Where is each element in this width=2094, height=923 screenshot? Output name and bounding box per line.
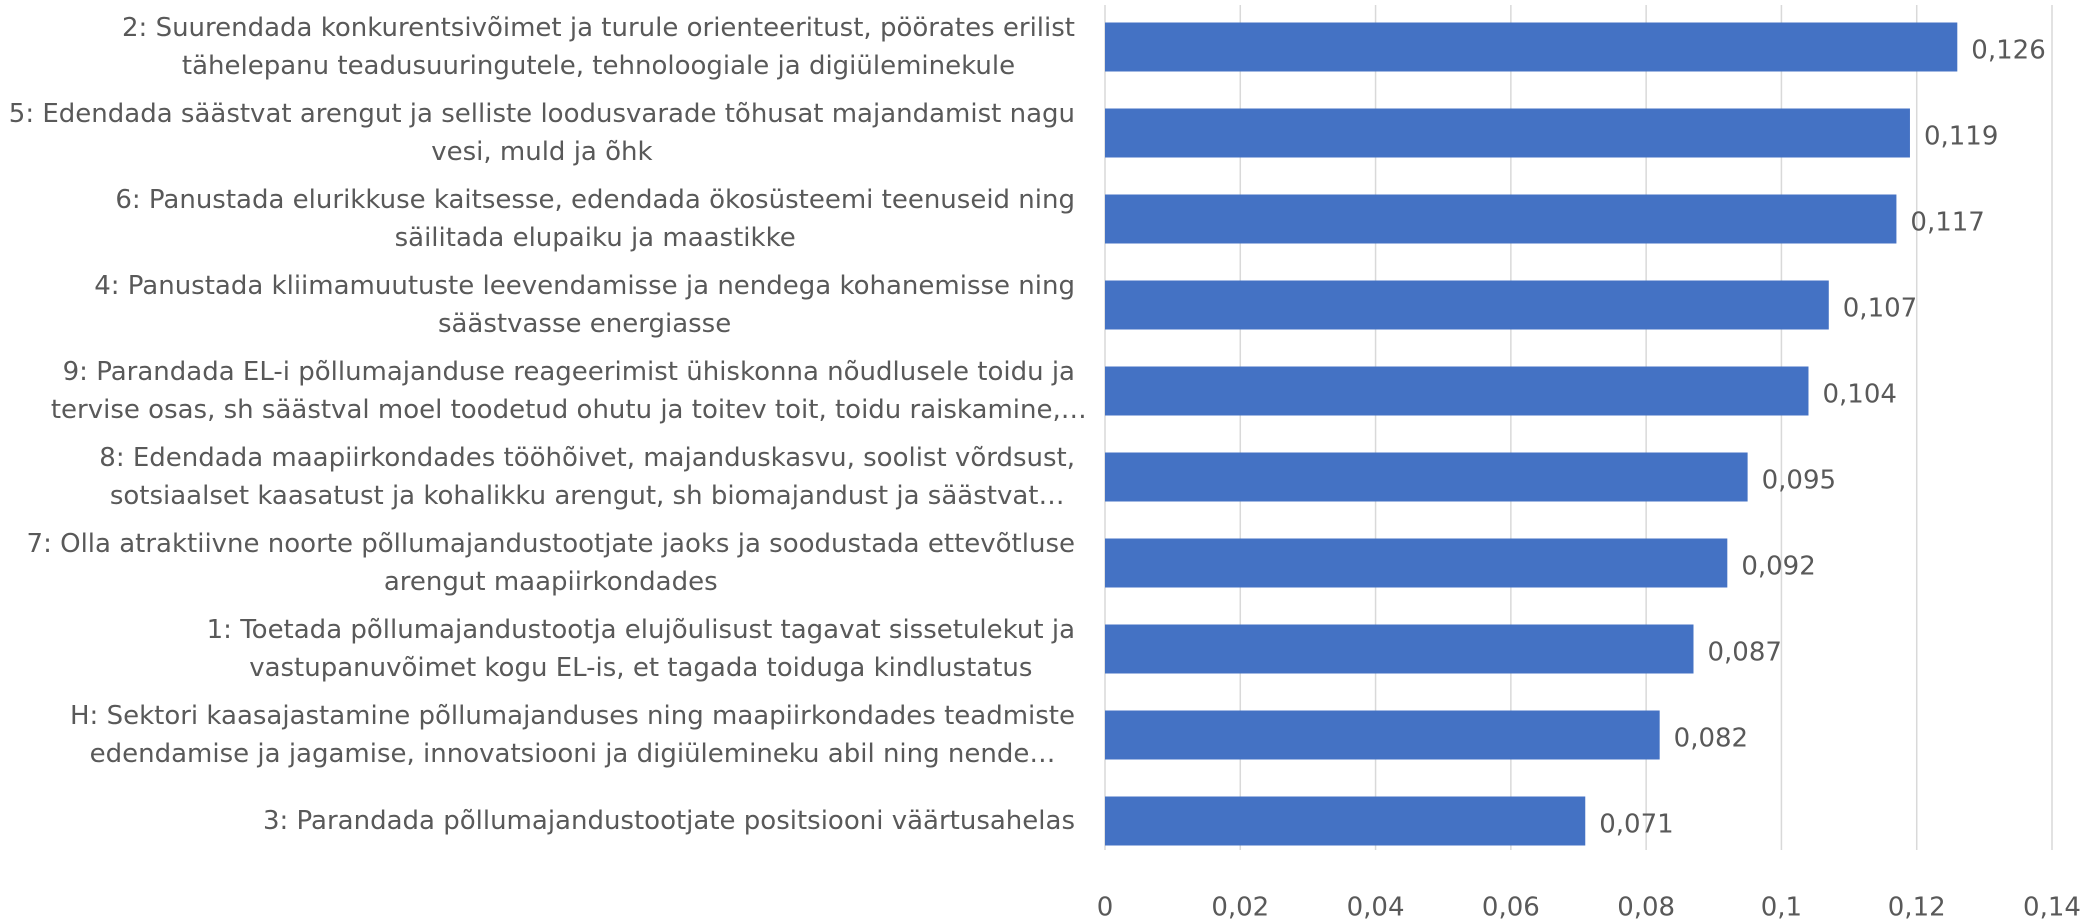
bar xyxy=(1105,710,1660,760)
x-tick-label: 0,08 xyxy=(1617,893,1675,923)
y-tick-label: 1: Toetada põllumajandustootja elujõulis… xyxy=(207,615,1075,683)
x-tick-label: 0,02 xyxy=(1211,893,1269,923)
data-label: 0,071 xyxy=(1599,810,1673,840)
bar xyxy=(1105,796,1586,846)
y-tick-label: 6: Panustada elurikkuse kaitsesse, edend… xyxy=(115,185,1075,253)
bar xyxy=(1105,366,1809,416)
bar xyxy=(1105,624,1694,674)
x-tick-label: 0,04 xyxy=(1347,893,1405,923)
y-tick-label: 8: Edendada maapiirkondades tööhõivet, m… xyxy=(99,443,1075,511)
data-label: 0,117 xyxy=(1910,208,1984,238)
y-tick-label: 2: Suurendada konkurentsivõimet ja turul… xyxy=(122,13,1075,81)
x-tick-label: 0 xyxy=(1097,893,1114,923)
x-tick-label: 0,06 xyxy=(1482,893,1540,923)
y-tick-label: H: Sektori kaasajastamine põllumajanduse… xyxy=(70,701,1075,769)
x-tick-label: 0,14 xyxy=(2023,893,2081,923)
data-label: 0,119 xyxy=(1924,122,1998,152)
bar xyxy=(1105,194,1897,244)
data-label: 0,126 xyxy=(1971,36,2045,66)
data-label: 0,087 xyxy=(1707,638,1781,668)
data-label: 0,104 xyxy=(1822,380,1896,410)
data-label: 0,107 xyxy=(1843,294,1917,324)
bar xyxy=(1105,538,1728,588)
data-label: 0,082 xyxy=(1674,724,1748,754)
x-tick-label: 0,1 xyxy=(1761,893,1802,923)
bar xyxy=(1105,22,1958,72)
bar xyxy=(1105,452,1748,502)
data-label: 0,095 xyxy=(1762,466,1836,496)
x-tick-label: 0,12 xyxy=(1888,893,1946,923)
bar xyxy=(1105,280,1829,330)
y-tick-label: 3: Parandada põllumajandustootjate posit… xyxy=(263,806,1075,836)
bar xyxy=(1105,108,1910,158)
data-label: 0,092 xyxy=(1741,552,1815,582)
y-tick-label: 7: Olla atraktiivne noorte põllumajandus… xyxy=(27,529,1075,597)
y-tick-label: 4: Panustada kliimamuutuste leevendamiss… xyxy=(94,271,1075,339)
y-tick-label: 5: Edendada säästvat arengut ja selliste… xyxy=(9,99,1075,167)
y-tick-label: 9: Parandada EL-i põllumajanduse reageer… xyxy=(51,357,1087,425)
